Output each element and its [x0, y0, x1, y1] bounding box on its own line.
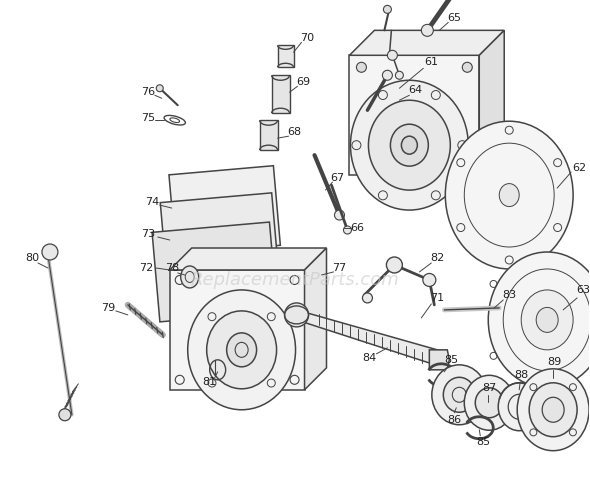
- Polygon shape: [152, 222, 277, 322]
- Ellipse shape: [445, 121, 573, 269]
- Circle shape: [388, 50, 398, 60]
- Text: 69: 69: [296, 77, 310, 87]
- Polygon shape: [297, 310, 444, 368]
- Polygon shape: [160, 193, 279, 287]
- Ellipse shape: [521, 290, 573, 350]
- Text: 78: 78: [165, 263, 179, 273]
- Ellipse shape: [391, 124, 428, 166]
- Circle shape: [421, 24, 433, 36]
- Polygon shape: [169, 166, 280, 255]
- Ellipse shape: [476, 388, 503, 418]
- Ellipse shape: [443, 377, 476, 412]
- Text: 67: 67: [330, 173, 345, 183]
- Circle shape: [362, 293, 372, 303]
- Ellipse shape: [227, 333, 257, 367]
- Circle shape: [395, 71, 404, 79]
- Text: 76: 76: [140, 87, 155, 97]
- Ellipse shape: [536, 307, 558, 332]
- Text: 65: 65: [447, 14, 461, 23]
- Polygon shape: [349, 30, 504, 55]
- Circle shape: [463, 62, 472, 72]
- Ellipse shape: [542, 397, 564, 422]
- Polygon shape: [170, 248, 326, 270]
- Text: 79: 79: [101, 303, 115, 313]
- Ellipse shape: [206, 311, 277, 389]
- Circle shape: [384, 6, 391, 14]
- Text: 61: 61: [424, 57, 438, 68]
- Text: 74: 74: [145, 197, 159, 207]
- Polygon shape: [349, 55, 479, 175]
- Text: 85: 85: [476, 436, 490, 447]
- Text: 62: 62: [572, 163, 586, 173]
- Circle shape: [59, 409, 71, 421]
- Ellipse shape: [181, 266, 199, 288]
- Bar: [260, 120, 277, 150]
- Ellipse shape: [432, 365, 487, 425]
- Ellipse shape: [529, 383, 577, 437]
- Ellipse shape: [300, 263, 320, 287]
- Text: 87: 87: [482, 383, 496, 393]
- Circle shape: [284, 303, 309, 327]
- Circle shape: [356, 158, 366, 168]
- Polygon shape: [170, 270, 304, 390]
- Ellipse shape: [464, 375, 514, 430]
- Circle shape: [356, 62, 366, 72]
- Circle shape: [386, 257, 402, 273]
- Ellipse shape: [368, 100, 450, 190]
- Text: 66: 66: [350, 223, 365, 233]
- Bar: [277, 45, 294, 67]
- Text: 68: 68: [287, 127, 301, 137]
- Text: 71: 71: [430, 293, 444, 303]
- Circle shape: [343, 226, 352, 234]
- Text: 82: 82: [430, 253, 444, 263]
- Ellipse shape: [401, 136, 417, 154]
- Text: 83: 83: [502, 290, 516, 300]
- Text: 88: 88: [514, 370, 528, 380]
- Ellipse shape: [517, 369, 589, 451]
- Text: 70: 70: [300, 33, 314, 43]
- Text: 81: 81: [202, 377, 217, 387]
- Polygon shape: [479, 30, 504, 175]
- Ellipse shape: [489, 252, 590, 388]
- Text: 73: 73: [140, 229, 155, 239]
- Circle shape: [335, 210, 345, 220]
- Text: 89: 89: [547, 357, 561, 367]
- Text: 80: 80: [25, 253, 39, 263]
- Ellipse shape: [350, 80, 468, 210]
- Text: 75: 75: [140, 113, 155, 123]
- Circle shape: [42, 244, 58, 260]
- Text: 64: 64: [408, 85, 422, 95]
- Circle shape: [156, 85, 163, 92]
- Ellipse shape: [498, 383, 540, 431]
- Text: 77: 77: [332, 263, 346, 273]
- Text: 85: 85: [444, 355, 458, 365]
- Circle shape: [382, 70, 392, 80]
- Polygon shape: [430, 350, 450, 370]
- Text: 72: 72: [139, 263, 153, 273]
- Ellipse shape: [499, 183, 519, 207]
- Circle shape: [423, 274, 436, 286]
- Text: 86: 86: [447, 415, 461, 425]
- Ellipse shape: [188, 290, 296, 410]
- Text: ReplacementParts.com: ReplacementParts.com: [190, 271, 399, 289]
- Text: 84: 84: [362, 353, 376, 363]
- Text: 63: 63: [576, 285, 590, 295]
- Circle shape: [463, 158, 472, 168]
- Polygon shape: [304, 248, 326, 390]
- Bar: [271, 75, 290, 113]
